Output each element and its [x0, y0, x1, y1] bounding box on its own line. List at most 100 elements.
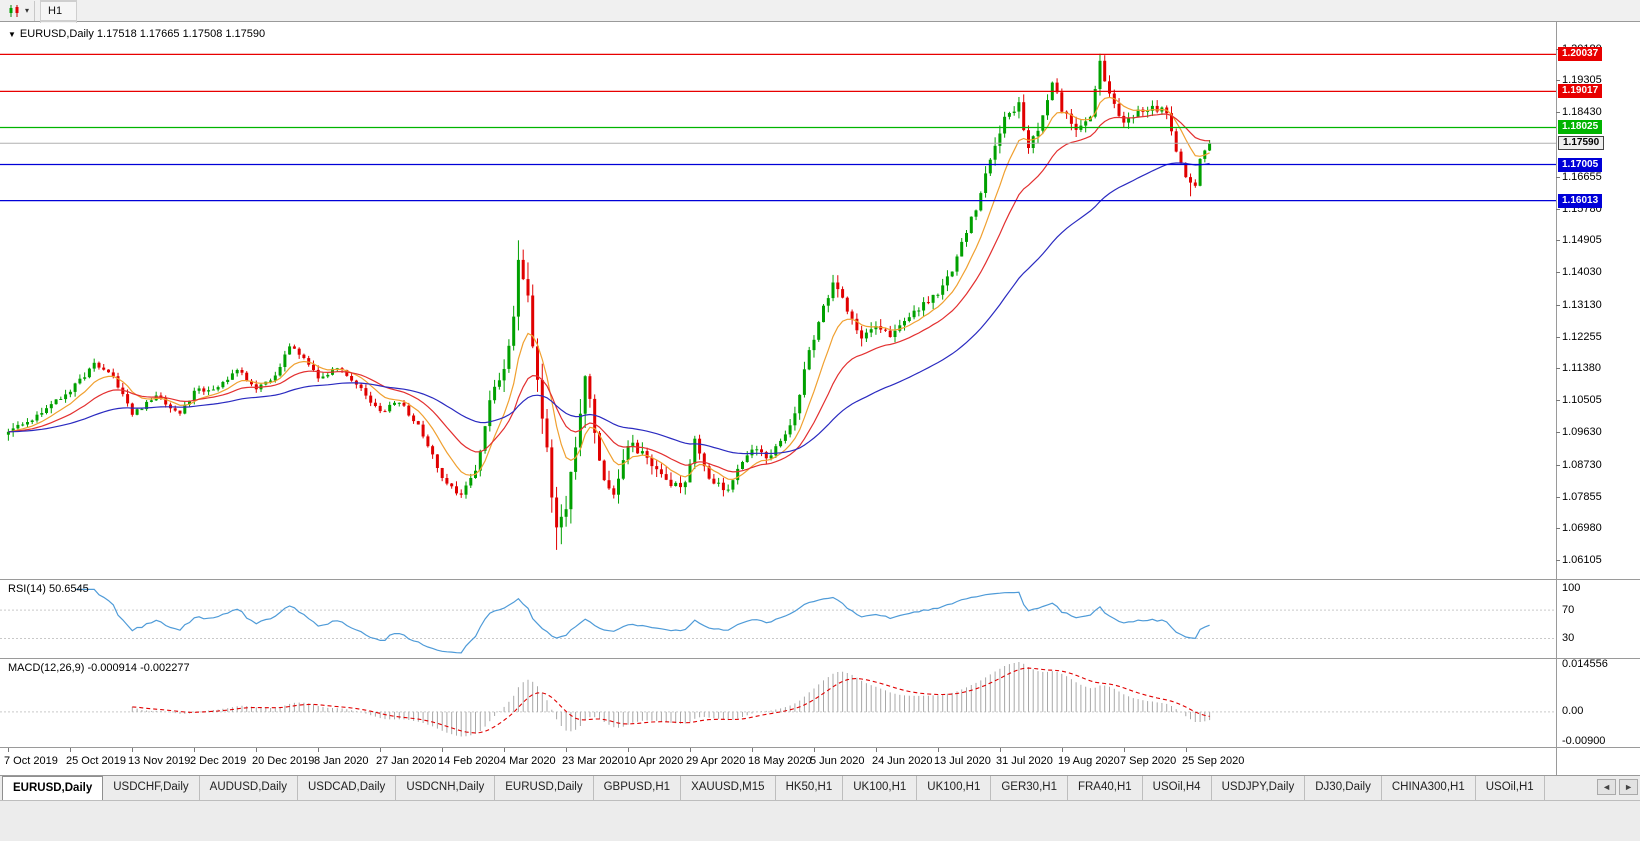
- price-axis-tick: [1556, 272, 1560, 274]
- date-axis-tick: [380, 748, 381, 752]
- price-axis-label: 1.11380: [1562, 362, 1601, 375]
- status-strip: [0, 800, 1640, 841]
- chart-collapse-icon[interactable]: ▼: [8, 30, 16, 39]
- chart-tab-UK100-H1[interactable]: UK100,H1: [843, 776, 918, 800]
- date-axis-label: 7 Oct 2019: [4, 755, 58, 767]
- chart-tab-USDCHF-Daily[interactable]: USDCHF,Daily: [103, 776, 200, 800]
- chart-title-text: EURUSD,Daily 1.17518 1.17665 1.17508 1.1…: [19, 28, 266, 40]
- chart-tab-AUDUSD-Daily[interactable]: AUDUSD,Daily: [200, 776, 298, 800]
- chart-tab-USDCNH-Daily[interactable]: USDCNH,Daily: [396, 776, 496, 800]
- price-axis-tick: [1556, 80, 1560, 82]
- chart-tab-HK50-H1[interactable]: HK50,H1: [776, 776, 844, 800]
- price-axis-tick: [1556, 432, 1560, 434]
- chart-tab-USDJPY-Daily[interactable]: USDJPY,Daily: [1212, 776, 1306, 800]
- chart-tab-CHINA300-H1[interactable]: CHINA300,H1: [1382, 776, 1476, 800]
- price-axis-tick: [1556, 400, 1560, 402]
- date-axis-line: [0, 747, 1640, 748]
- tab-scroll-right-icon[interactable]: ►: [1619, 779, 1638, 795]
- date-axis-tick: [938, 748, 939, 752]
- macd-scale-label: -0.00900: [1562, 734, 1606, 747]
- macd-label: MACD(12,26,9) -0.000914 -0.002277: [8, 662, 190, 674]
- date-axis-label: 25 Oct 2019: [66, 755, 126, 767]
- macd-scale-label: 0.00: [1562, 705, 1584, 718]
- date-axis-label: 25 Sep 2020: [1182, 755, 1245, 767]
- date-axis-label: 13 Jul 2020: [934, 755, 991, 767]
- chart-tab-GBPUSD-H1[interactable]: GBPUSD,H1: [594, 776, 682, 800]
- date-axis-tick: [70, 748, 71, 752]
- date-axis-tick: [1062, 748, 1063, 752]
- price-axis-line: [1556, 22, 1557, 775]
- date-axis-tick: [132, 748, 133, 752]
- date-axis-label: 8 Jan 2020: [314, 755, 369, 767]
- price-axis-tick: [1556, 304, 1560, 306]
- date-axis-tick: [318, 748, 319, 752]
- price-axis-label: 1.13130: [1562, 298, 1602, 311]
- date-axis-label: 7 Sep 2020: [1120, 755, 1177, 767]
- timeframe-button-H1[interactable]: H1: [40, 0, 78, 21]
- date-axis-label: 13 Nov 2019: [128, 755, 191, 767]
- date-axis-tick: [1186, 748, 1187, 752]
- chart-tab-FRA40-H1[interactable]: FRA40,H1: [1068, 776, 1143, 800]
- rsi-scale-label: 70: [1562, 603, 1575, 616]
- date-axis-tick: [566, 748, 567, 752]
- price-axis-tick: [1556, 368, 1560, 370]
- rsi-scale-label: 100: [1562, 582, 1581, 595]
- price-axis-tick: [1556, 240, 1560, 242]
- price-axis-label: 1.06980: [1562, 522, 1602, 535]
- chart-tab-UK100-H1[interactable]: UK100,H1: [917, 776, 992, 800]
- price-axis-label: 1.08730: [1562, 458, 1602, 471]
- date-axis-tick: [256, 748, 257, 752]
- chart-tab-DJ30-Daily[interactable]: DJ30,Daily: [1305, 776, 1382, 800]
- price-axis-tick: [1556, 176, 1560, 178]
- date-axis-label: 14 Feb 2020: [438, 755, 500, 767]
- timeframe-toolbar: ▾ M1M5M15M30H1H4D1W1MN: [0, 0, 1640, 101]
- date-axis-tick: [876, 748, 877, 752]
- price-axis-label: 1.14905: [1562, 234, 1602, 247]
- price-axis-tick: [1556, 336, 1560, 338]
- current-price-badge: 1.17590: [1558, 136, 1605, 151]
- tab-scroll-arrows: ◄ ►: [1597, 779, 1638, 795]
- chevron-down-icon: ▾: [25, 6, 30, 15]
- chart-tab-XAUUSD-M15[interactable]: XAUUSD,M15: [681, 776, 776, 800]
- date-axis-label: 31 Jul 2020: [996, 755, 1053, 767]
- price-axis-label: 1.09630: [1562, 426, 1602, 439]
- date-axis-label: 18 May 2020: [748, 755, 812, 767]
- rsi-scale-label: 30: [1562, 632, 1575, 645]
- price-chart-canvas[interactable]: [0, 23, 1556, 579]
- price-axis-label: 1.12255: [1562, 330, 1602, 343]
- chart-tab-GER30-H1[interactable]: GER30,H1: [991, 776, 1068, 800]
- price-line-badge: 1.20037: [1558, 47, 1603, 62]
- chart-tab-USOil-H4[interactable]: USOil,H4: [1143, 776, 1212, 800]
- timeframe-button-M30[interactable]: M30: [40, 0, 78, 1]
- date-axis-label: 20 Dec 2019: [252, 755, 315, 767]
- chart-tab-USDCAD-Daily[interactable]: USDCAD,Daily: [298, 776, 397, 800]
- panel-separator[interactable]: [0, 658, 1640, 659]
- date-axis-label: 29 Apr 2020: [686, 755, 746, 767]
- rsi-label: RSI(14) 50.6545: [8, 583, 89, 595]
- chart-tab-bar: EURUSD,Daily USDCHF,Daily AUDUSD,Daily USDC…: [0, 775, 1640, 800]
- panel-separator[interactable]: [0, 579, 1640, 580]
- date-axis-tick: [504, 748, 505, 752]
- chart-tab-EURUSD-Daily[interactable]: EURUSD,Daily: [2, 776, 104, 800]
- price-axis-tick: [1556, 208, 1560, 210]
- date-axis-tick: [194, 748, 195, 752]
- date-axis-tick: [1124, 748, 1125, 752]
- date-axis-tick: [628, 748, 629, 752]
- price-axis-label: 1.06105: [1562, 554, 1602, 567]
- candlestick-chart-icon: [9, 4, 19, 17]
- date-axis-tick: [690, 748, 691, 752]
- price-axis-label: 1.16655: [1562, 170, 1602, 183]
- macd-canvas[interactable]: [0, 659, 1556, 747]
- chart-type-button[interactable]: ▾: [2, 0, 36, 21]
- chart-tab-USOil-H1[interactable]: USOil,H1: [1476, 776, 1545, 800]
- rsi-canvas[interactable]: [0, 580, 1556, 658]
- price-axis-tick: [1556, 464, 1560, 466]
- tab-scroll-left-icon[interactable]: ◄: [1597, 779, 1617, 795]
- chart-tab-EURUSD-Daily[interactable]: EURUSD,Daily: [495, 776, 594, 800]
- chart-title: ▼ EURUSD,Daily 1.17518 1.17665 1.17508 1.…: [8, 28, 265, 40]
- date-axis-label: 2 Dec 2019: [190, 755, 247, 767]
- date-axis-label: 23 Mar 2020: [562, 755, 624, 767]
- price-axis-tick: [1556, 560, 1560, 562]
- date-axis-label: 10 Apr 2020: [624, 755, 684, 767]
